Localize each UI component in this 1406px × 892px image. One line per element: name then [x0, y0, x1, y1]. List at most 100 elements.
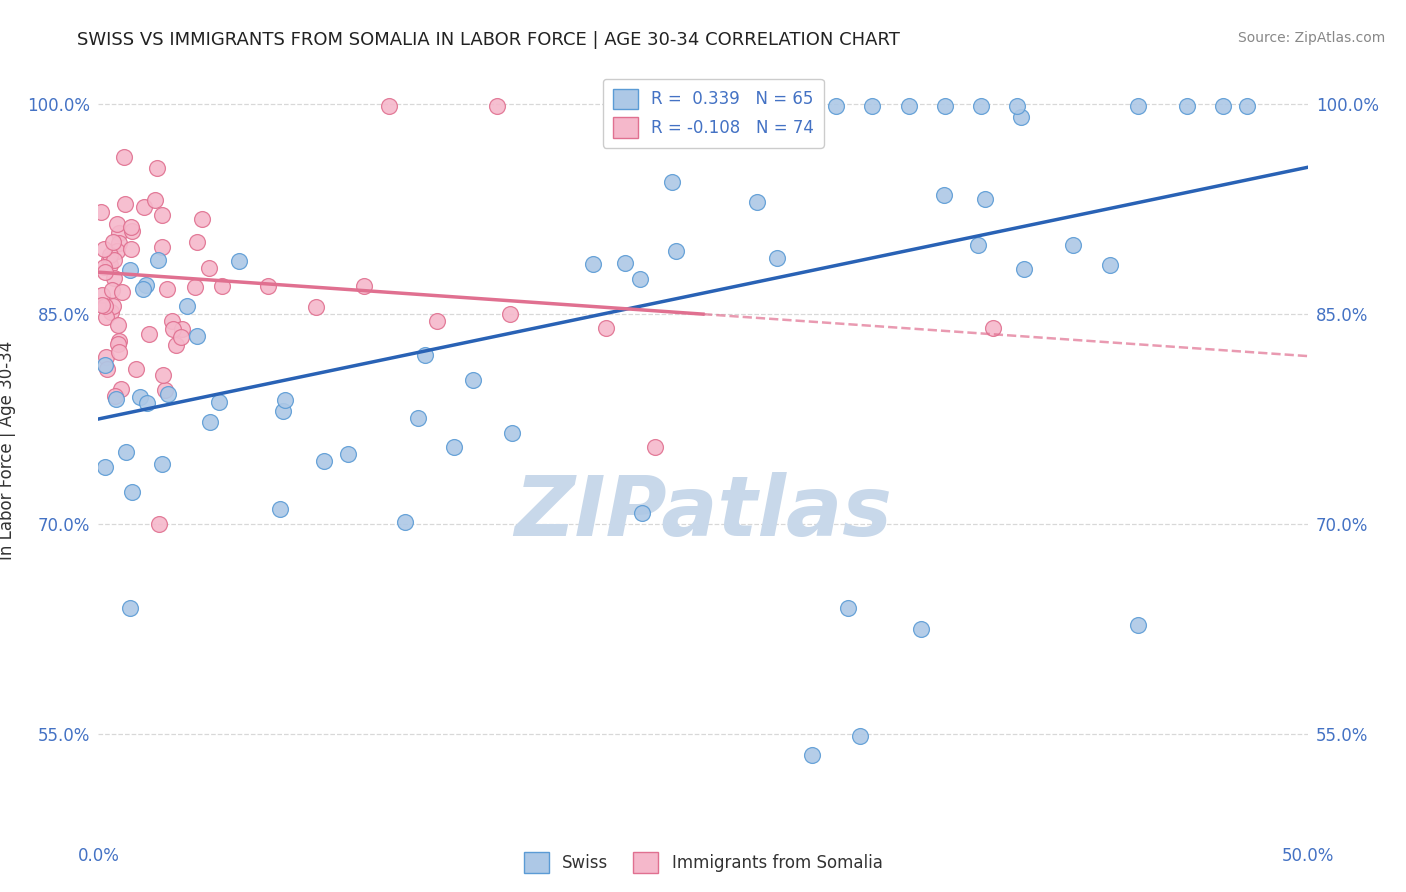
- Point: [1236, 99, 1258, 113]
- Point: [170, 330, 193, 344]
- Point: [184, 280, 207, 294]
- Point: [150, 458, 173, 472]
- Point: [132, 200, 155, 214]
- Point: [1010, 110, 1032, 124]
- Point: [90, 298, 112, 312]
- Point: [105, 217, 128, 231]
- Point: [97, 253, 120, 268]
- Point: [107, 337, 129, 351]
- Point: [146, 161, 169, 176]
- Point: [934, 99, 956, 113]
- Point: [966, 238, 988, 252]
- Point: [776, 99, 799, 113]
- Point: [628, 272, 651, 286]
- Point: [186, 329, 208, 343]
- Point: [150, 208, 173, 222]
- Point: [98, 248, 121, 262]
- Point: [1062, 238, 1084, 252]
- Point: [103, 271, 125, 285]
- Point: [129, 391, 152, 405]
- Point: [103, 253, 125, 268]
- Point: [156, 386, 179, 401]
- Point: [150, 239, 173, 253]
- Point: [613, 256, 636, 270]
- Point: [191, 212, 214, 227]
- Point: [837, 600, 859, 615]
- Point: [314, 454, 336, 468]
- Point: [486, 99, 509, 113]
- Point: [112, 150, 135, 164]
- Point: [107, 227, 129, 241]
- Point: [104, 389, 127, 403]
- Point: [162, 322, 184, 336]
- Point: [1099, 258, 1122, 272]
- Point: [630, 506, 652, 520]
- Point: [198, 416, 221, 430]
- Point: [176, 299, 198, 313]
- Point: [96, 362, 118, 376]
- Point: [394, 515, 416, 529]
- Point: [498, 307, 520, 321]
- Point: [766, 252, 789, 266]
- Point: [745, 194, 768, 209]
- Point: [111, 285, 134, 299]
- Point: [1007, 99, 1029, 113]
- Point: [138, 327, 160, 342]
- Point: [974, 193, 997, 207]
- Point: [152, 368, 174, 382]
- Point: [981, 321, 1004, 335]
- Point: [135, 278, 157, 293]
- Point: [800, 747, 823, 762]
- Point: [274, 392, 297, 407]
- Point: [271, 404, 294, 418]
- Point: [93, 260, 115, 274]
- Point: [256, 279, 278, 293]
- Point: [107, 235, 129, 250]
- Point: [108, 334, 131, 349]
- Point: [228, 254, 250, 268]
- Point: [118, 601, 141, 615]
- Legend: R =  0.339   N = 65, R = -0.108   N = 74: R = 0.339 N = 65, R = -0.108 N = 74: [603, 78, 824, 147]
- Point: [665, 244, 688, 258]
- Point: [132, 282, 155, 296]
- Point: [860, 99, 883, 113]
- Point: [595, 321, 617, 335]
- Point: [103, 235, 125, 249]
- Text: Source: ZipAtlas.com: Source: ZipAtlas.com: [1237, 31, 1385, 45]
- Point: [93, 299, 115, 313]
- Point: [165, 338, 187, 352]
- Point: [108, 344, 131, 359]
- Point: [101, 299, 124, 313]
- Point: [463, 373, 485, 387]
- Point: [336, 447, 359, 461]
- Point: [1128, 99, 1150, 113]
- Text: ZIPatlas: ZIPatlas: [515, 472, 891, 553]
- Point: [105, 244, 128, 258]
- Y-axis label: In Labor Force | Age 30-34: In Labor Force | Age 30-34: [0, 341, 15, 560]
- Point: [91, 288, 114, 302]
- Point: [94, 310, 117, 325]
- Point: [90, 204, 112, 219]
- Point: [107, 318, 129, 333]
- Point: [115, 445, 138, 459]
- Point: [186, 235, 208, 250]
- Point: [120, 242, 142, 256]
- Point: [110, 382, 132, 396]
- Point: [98, 258, 121, 272]
- Point: [1128, 617, 1150, 632]
- Point: [897, 99, 920, 113]
- Point: [501, 425, 523, 440]
- Point: [170, 322, 193, 336]
- Point: [582, 257, 605, 271]
- Point: [94, 459, 117, 474]
- Point: [198, 260, 221, 275]
- Point: [1175, 99, 1198, 113]
- Point: [353, 279, 375, 293]
- Point: [1012, 261, 1035, 276]
- Point: [970, 99, 993, 113]
- Point: [105, 392, 128, 406]
- Point: [136, 396, 159, 410]
- Point: [121, 224, 143, 238]
- Point: [413, 347, 436, 361]
- Point: [153, 383, 176, 397]
